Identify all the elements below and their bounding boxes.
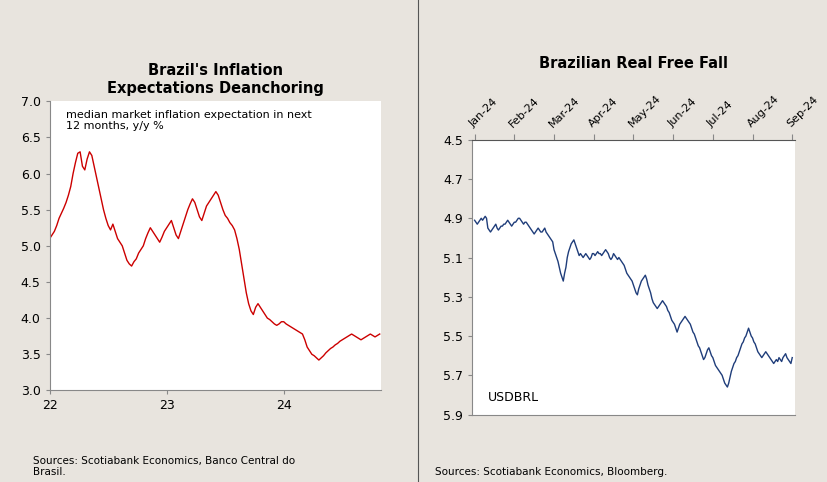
Text: Sources: Scotiabank Economics, Bloomberg.: Sources: Scotiabank Economics, Bloomberg… [434, 467, 667, 477]
Title: Brazil's Inflation
Expectations Deanchoring: Brazil's Inflation Expectations Deanchor… [107, 64, 323, 96]
Text: median market inflation expectation in next
12 months, y/y %: median market inflation expectation in n… [66, 110, 312, 132]
Text: Sources: Scotiabank Economics, Banco Central do
Brasil.: Sources: Scotiabank Economics, Banco Cen… [33, 455, 295, 477]
Title: Brazilian Real Free Fall: Brazilian Real Free Fall [538, 55, 727, 70]
Text: USDBRL: USDBRL [488, 390, 538, 403]
